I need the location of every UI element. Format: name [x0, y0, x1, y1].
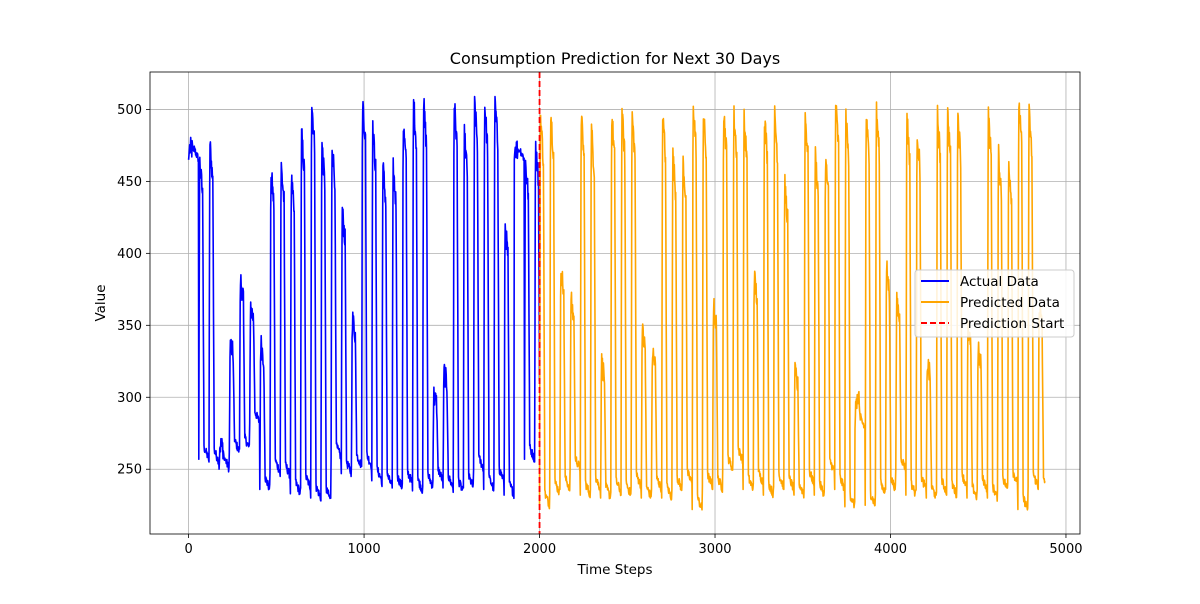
legend-label-prediction-start: Prediction Start — [960, 316, 1064, 332]
ticks: 0 1000 2000 3000 4000 5000 250 300 350 400 450 500 — [117, 103, 1082, 557]
y-tick-label: 450 — [117, 175, 142, 190]
x-tick-label: 5000 — [1049, 542, 1082, 557]
x-axis-label: Time Steps — [576, 562, 652, 578]
x-tick-label: 4000 — [874, 542, 907, 557]
x-tick-label: 1000 — [348, 542, 381, 557]
legend: Actual Data Predicted Data Prediction St… — [914, 269, 1075, 338]
x-tick-label: 3000 — [698, 542, 731, 557]
legend-label-predicted: Predicted Data — [960, 295, 1060, 311]
predicted-data-line — [538, 101, 1046, 511]
y-tick-label: 350 — [117, 319, 142, 334]
y-tick-label: 300 — [117, 391, 142, 406]
series-group — [187, 72, 1046, 534]
x-tick-label: 2000 — [523, 542, 556, 557]
legend-label-actual: Actual Data — [960, 274, 1039, 290]
y-tick-label: 400 — [117, 247, 142, 262]
y-tick-label: 250 — [117, 463, 142, 478]
actual-data-line — [187, 95, 541, 502]
y-axis-label: Value — [93, 284, 109, 321]
plot-frame — [149, 71, 1081, 535]
y-tick-label: 500 — [117, 103, 142, 118]
chart-title: Consumption Prediction for Next 30 Days — [450, 49, 780, 68]
legend-box — [914, 269, 1075, 338]
x-tick-label: 0 — [184, 542, 192, 557]
